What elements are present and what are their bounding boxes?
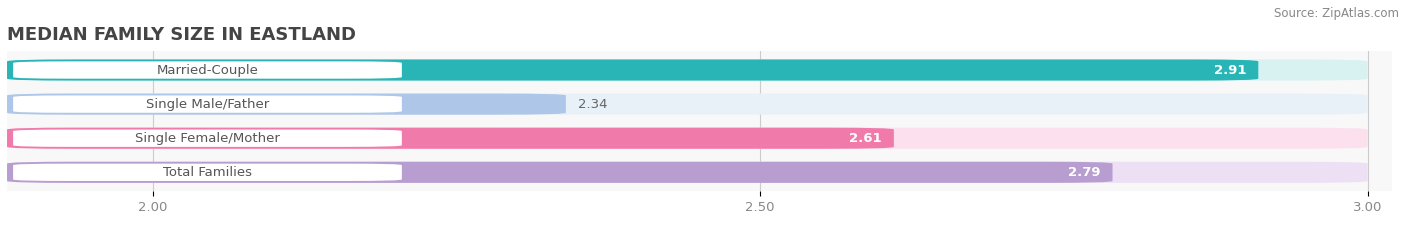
- FancyBboxPatch shape: [13, 130, 402, 147]
- Text: 2.79: 2.79: [1069, 166, 1101, 179]
- FancyBboxPatch shape: [7, 93, 565, 115]
- FancyBboxPatch shape: [13, 96, 402, 113]
- Text: Married-Couple: Married-Couple: [156, 64, 259, 76]
- Text: Total Families: Total Families: [163, 166, 252, 179]
- Text: 2.61: 2.61: [849, 132, 882, 145]
- FancyBboxPatch shape: [7, 59, 1368, 81]
- FancyBboxPatch shape: [13, 164, 402, 181]
- FancyBboxPatch shape: [13, 61, 402, 79]
- FancyBboxPatch shape: [7, 59, 1258, 81]
- Text: Source: ZipAtlas.com: Source: ZipAtlas.com: [1274, 7, 1399, 20]
- Text: Single Female/Mother: Single Female/Mother: [135, 132, 280, 145]
- Text: 2.34: 2.34: [578, 98, 607, 111]
- FancyBboxPatch shape: [7, 162, 1368, 183]
- FancyBboxPatch shape: [7, 93, 1368, 115]
- FancyBboxPatch shape: [7, 128, 894, 149]
- Text: Single Male/Father: Single Male/Father: [146, 98, 269, 111]
- Text: MEDIAN FAMILY SIZE IN EASTLAND: MEDIAN FAMILY SIZE IN EASTLAND: [7, 26, 356, 44]
- FancyBboxPatch shape: [7, 128, 1368, 149]
- FancyBboxPatch shape: [7, 162, 1112, 183]
- Text: 2.91: 2.91: [1213, 64, 1246, 76]
